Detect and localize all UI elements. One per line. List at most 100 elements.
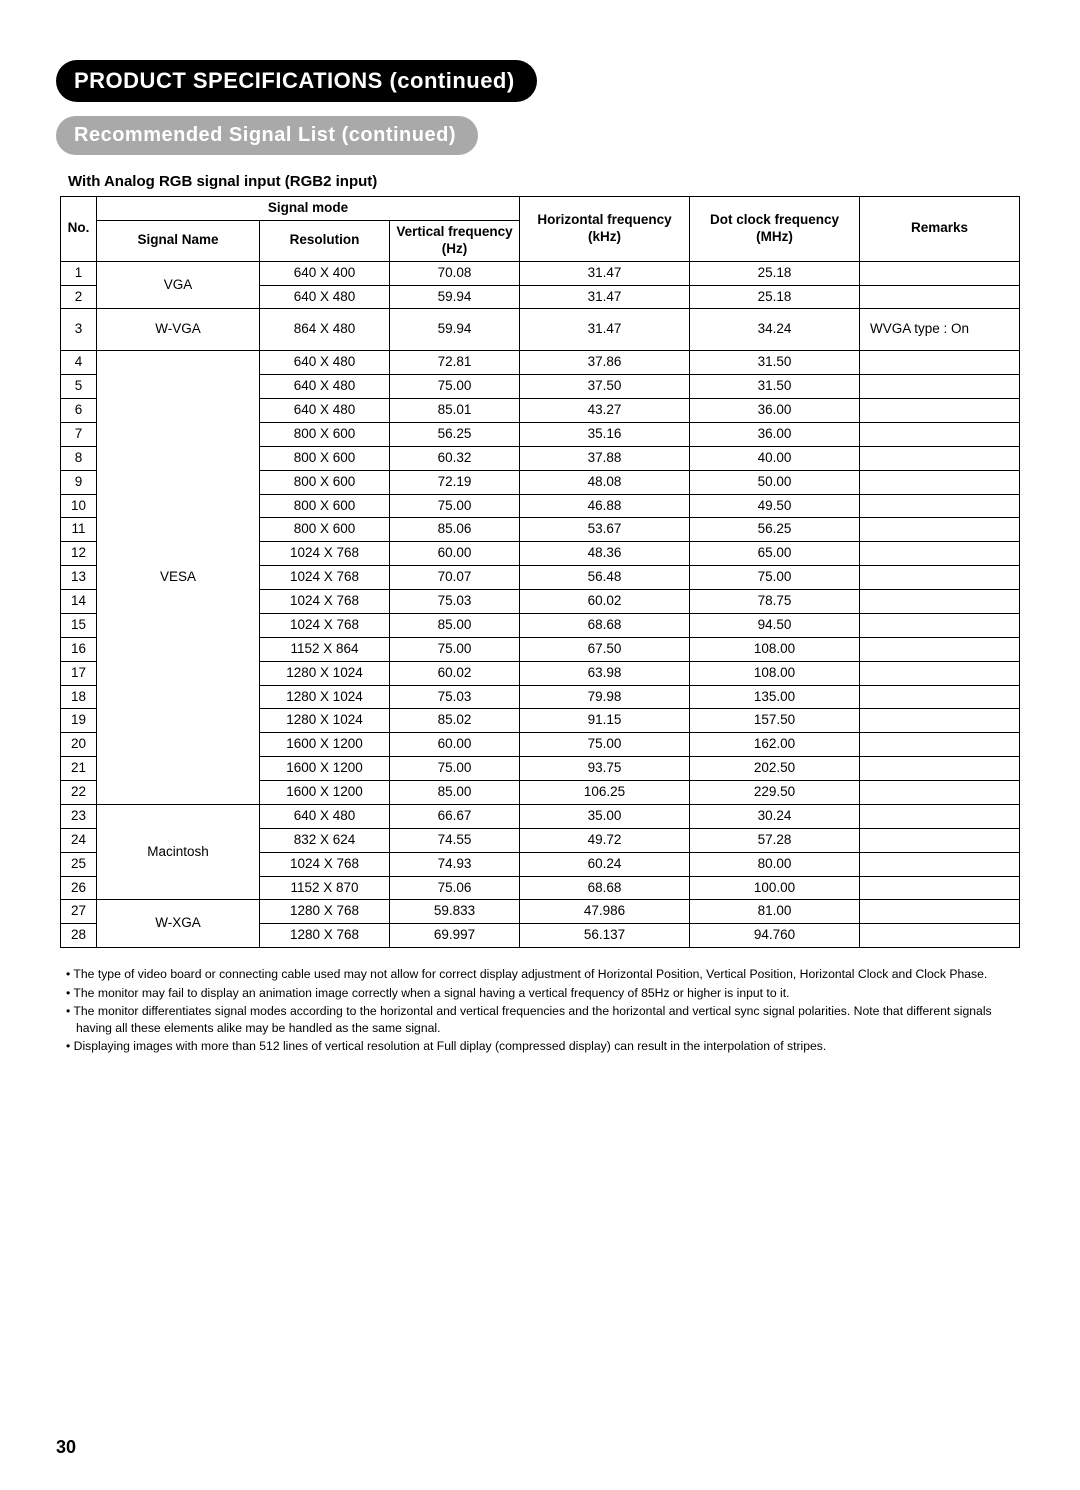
cell-no: 13 xyxy=(61,566,97,590)
cell-remarks xyxy=(860,494,1020,518)
cell-hf: 63.98 xyxy=(520,661,690,685)
cell-remarks xyxy=(860,542,1020,566)
th-horizontal: Horizontal frequency (kHz) xyxy=(520,197,690,262)
cell-dc: 36.00 xyxy=(690,399,860,423)
cell-remarks xyxy=(860,804,1020,828)
cell-remarks xyxy=(860,733,1020,757)
cell-res: 800 X 600 xyxy=(260,494,390,518)
cell-hf: 93.75 xyxy=(520,757,690,781)
cell-vf: 75.00 xyxy=(390,757,520,781)
cell-vf: 85.00 xyxy=(390,613,520,637)
cell-res: 800 X 600 xyxy=(260,470,390,494)
note-line: • The type of video board or connecting … xyxy=(66,966,1016,982)
cell-hf: 53.67 xyxy=(520,518,690,542)
th-no: No. xyxy=(61,197,97,262)
cell-vf: 60.00 xyxy=(390,733,520,757)
cell-hf: 47.986 xyxy=(520,900,690,924)
cell-res: 1600 X 1200 xyxy=(260,781,390,805)
cell-vf: 85.02 xyxy=(390,709,520,733)
cell-no: 14 xyxy=(61,590,97,614)
cell-no: 2 xyxy=(61,285,97,309)
cell-remarks xyxy=(860,590,1020,614)
page-number: 30 xyxy=(56,1437,76,1458)
cell-res: 1024 X 768 xyxy=(260,613,390,637)
cell-res: 800 X 600 xyxy=(260,446,390,470)
cell-remarks xyxy=(860,422,1020,446)
cell-res: 1600 X 1200 xyxy=(260,733,390,757)
cell-res: 1280 X 768 xyxy=(260,900,390,924)
cell-remarks xyxy=(860,924,1020,948)
th-vertical: Vertical frequency (Hz) xyxy=(390,220,520,261)
cell-vf: 85.00 xyxy=(390,781,520,805)
notes-block: • The type of video board or connecting … xyxy=(66,966,1016,1054)
cell-remarks xyxy=(860,446,1020,470)
cell-dc: 135.00 xyxy=(690,685,860,709)
main-title-text: PRODUCT SPECIFICATIONS (continued) xyxy=(74,68,515,93)
cell-hf: 48.08 xyxy=(520,470,690,494)
cell-dc: 80.00 xyxy=(690,852,860,876)
cell-hf: 56.137 xyxy=(520,924,690,948)
cell-dc: 75.00 xyxy=(690,566,860,590)
cell-hf: 46.88 xyxy=(520,494,690,518)
cell-dc: 65.00 xyxy=(690,542,860,566)
cell-hf: 60.24 xyxy=(520,852,690,876)
table-row: 3W-VGA864 X 48059.9431.4734.24WVGA type … xyxy=(61,309,1020,351)
th-dotclock: Dot clock frequency (MHz) xyxy=(690,197,860,262)
cell-no: 28 xyxy=(61,924,97,948)
cell-dc: 78.75 xyxy=(690,590,860,614)
cell-no: 24 xyxy=(61,828,97,852)
cell-dc: 100.00 xyxy=(690,876,860,900)
cell-hf: 37.50 xyxy=(520,375,690,399)
cell-res: 1280 X 1024 xyxy=(260,709,390,733)
cell-res: 1152 X 870 xyxy=(260,876,390,900)
cell-vf: 69.997 xyxy=(390,924,520,948)
cell-hf: 43.27 xyxy=(520,399,690,423)
cell-vf: 72.81 xyxy=(390,351,520,375)
cell-remarks xyxy=(860,518,1020,542)
cell-dc: 56.25 xyxy=(690,518,860,542)
cell-dc: 81.00 xyxy=(690,900,860,924)
cell-remarks xyxy=(860,661,1020,685)
cell-vf: 59.94 xyxy=(390,309,520,351)
cell-res: 864 X 480 xyxy=(260,309,390,351)
cell-vf: 75.03 xyxy=(390,685,520,709)
cell-no: 25 xyxy=(61,852,97,876)
table-row: 23Macintosh640 X 48066.6735.0030.24 xyxy=(61,804,1020,828)
table-row: 27W-XGA1280 X 76859.83347.98681.00 xyxy=(61,900,1020,924)
cell-vf: 59.833 xyxy=(390,900,520,924)
cell-res: 640 X 480 xyxy=(260,285,390,309)
cell-hf: 31.47 xyxy=(520,309,690,351)
cell-signal-name: VGA xyxy=(97,261,260,309)
cell-dc: 57.28 xyxy=(690,828,860,852)
cell-remarks: WVGA type : On xyxy=(860,309,1020,351)
th-signal-name: Signal Name xyxy=(97,220,260,261)
cell-remarks xyxy=(860,375,1020,399)
cell-vf: 56.25 xyxy=(390,422,520,446)
cell-no: 1 xyxy=(61,261,97,285)
cell-no: 23 xyxy=(61,804,97,828)
cell-res: 640 X 480 xyxy=(260,399,390,423)
cell-hf: 67.50 xyxy=(520,637,690,661)
cell-vf: 66.67 xyxy=(390,804,520,828)
main-title-pill: PRODUCT SPECIFICATIONS (continued) xyxy=(56,60,537,102)
cell-remarks xyxy=(860,852,1020,876)
cell-dc: 50.00 xyxy=(690,470,860,494)
cell-hf: 75.00 xyxy=(520,733,690,757)
cell-signal-name: W-VGA xyxy=(97,309,260,351)
cell-remarks xyxy=(860,566,1020,590)
cell-remarks xyxy=(860,470,1020,494)
cell-res: 1024 X 768 xyxy=(260,566,390,590)
section-title-text: Recommended Signal List (continued) xyxy=(74,124,456,146)
cell-remarks xyxy=(860,757,1020,781)
cell-remarks xyxy=(860,399,1020,423)
cell-dc: 30.24 xyxy=(690,804,860,828)
cell-dc: 25.18 xyxy=(690,285,860,309)
cell-hf: 35.16 xyxy=(520,422,690,446)
cell-no: 3 xyxy=(61,309,97,351)
cell-remarks xyxy=(860,781,1020,805)
cell-no: 18 xyxy=(61,685,97,709)
cell-no: 27 xyxy=(61,900,97,924)
cell-vf: 75.00 xyxy=(390,494,520,518)
cell-no: 10 xyxy=(61,494,97,518)
table-row: 1VGA640 X 40070.0831.4725.18 xyxy=(61,261,1020,285)
